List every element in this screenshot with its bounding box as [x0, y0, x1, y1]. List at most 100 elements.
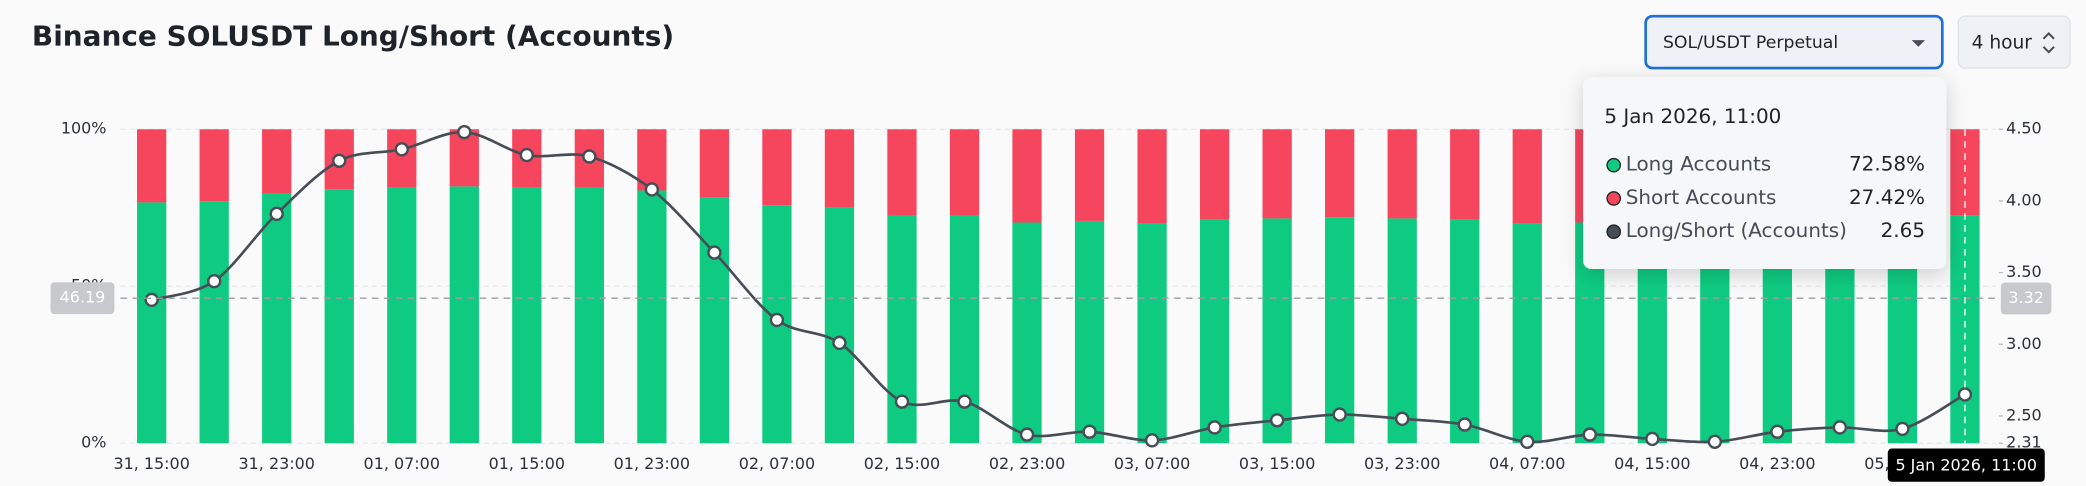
- x-tick-label: 02, 07:00: [739, 454, 815, 473]
- bar-segment: [512, 187, 542, 444]
- bar-segment: [1450, 219, 1480, 444]
- tooltip-name: Long/Short (Accounts): [1626, 218, 1847, 242]
- y2-tick-label: 2.31: [2006, 433, 2042, 452]
- ratio-point: [332, 153, 347, 168]
- ratio-point: [832, 335, 847, 351]
- ratio-point: [144, 292, 159, 308]
- ratio-point: [1645, 431, 1660, 447]
- bar-segment: [1012, 222, 1042, 444]
- bar-segment: [387, 187, 417, 444]
- ratio-point: [1269, 413, 1285, 428]
- bar-segment: [262, 129, 292, 193]
- bar-segment: [324, 189, 354, 444]
- x-tick-label: 01, 15:00: [489, 454, 565, 473]
- ratio-point: [1520, 434, 1535, 449]
- tooltip: 5 Jan 2026, 11:00 Long Accounts 72.58% Shor…: [1583, 77, 1947, 269]
- ratio-point: [707, 245, 722, 260]
- bar-segment: [137, 202, 167, 444]
- ratio-point: [394, 142, 409, 157]
- ratio-point: [1582, 427, 1597, 442]
- ratio-point: [894, 394, 910, 409]
- crosshair-x-label: 5 Jan 2026, 11:00: [1895, 455, 2037, 474]
- ratio-point: [957, 394, 972, 409]
- bar-segment: [199, 201, 229, 444]
- interval-select[interactable]: 4 hour: [1957, 15, 2071, 69]
- ratio-point: [1832, 420, 1848, 435]
- select-value[interactable]: SOL/USDT Perpetual: [1663, 33, 1838, 53]
- x-tick-label: 03, 15:00: [1239, 454, 1315, 473]
- bar-segment: [387, 129, 417, 188]
- tooltip-value: 2.65: [1881, 218, 1925, 242]
- crosshair-x-label-bg: [1887, 448, 2045, 482]
- crosshair-label-bg: [50, 282, 115, 315]
- x-tick-label: 03, 23:00: [1364, 454, 1440, 473]
- crosshair-label-bg: [2000, 282, 2052, 315]
- ratio-point: [1082, 424, 1097, 439]
- y-tick-label: 100%: [61, 119, 107, 138]
- select-value[interactable]: 4 hour: [1972, 32, 2033, 53]
- ratio-point: [207, 274, 222, 289]
- y2-tick-label: 3.00: [2006, 334, 2042, 353]
- bar-segment: [949, 129, 980, 216]
- ratio-point: [1457, 417, 1472, 432]
- bar-segment: [1262, 129, 1292, 219]
- ratio-point: [644, 182, 660, 197]
- tooltip-swatch: [1606, 224, 1622, 240]
- x-tick-label: 04, 07:00: [1489, 454, 1565, 473]
- select-box[interactable]: [1644, 14, 1944, 70]
- ratio-point: [457, 124, 472, 140]
- ratio-point: [519, 147, 535, 163]
- spinner: [2042, 32, 2055, 54]
- bar-segment: [699, 129, 730, 198]
- bar-segment: [824, 129, 855, 208]
- tooltip-box: [1583, 77, 1947, 269]
- bar-segment: [637, 190, 667, 444]
- bar-segment: [1074, 220, 1105, 444]
- bar-segment: [1325, 217, 1355, 444]
- bar-segment: [137, 129, 167, 203]
- ratio-point: [1395, 411, 1410, 427]
- x-tick-label: 31, 15:00: [113, 454, 189, 473]
- bar-segment: [1262, 218, 1292, 444]
- ratio-point: [1207, 420, 1222, 435]
- tooltip-name: Long Accounts: [1626, 152, 1771, 176]
- bar-segment: [762, 129, 792, 206]
- crosshair-label: 3.32: [2008, 288, 2044, 307]
- bar-segment: [1137, 223, 1167, 444]
- x-tick-label: 04, 23:00: [1739, 454, 1815, 473]
- ratio-point: [1019, 427, 1035, 442]
- x-tick-label: 31, 23:00: [239, 454, 315, 473]
- bar-segment: [574, 187, 604, 444]
- ratio-point: [582, 149, 597, 164]
- tooltip-swatch: [1606, 157, 1622, 173]
- bar-segment: [637, 129, 667, 191]
- bar-segment: [1387, 218, 1417, 444]
- bar-segment: [887, 215, 917, 444]
- tooltip-title: 5 Jan 2026, 11:00: [1604, 104, 1781, 128]
- x-tick-label: 01, 23:00: [614, 454, 690, 473]
- bar-segment: [887, 129, 917, 216]
- bar-segment: [1387, 129, 1417, 219]
- ratio-point: [769, 312, 785, 328]
- bar-segment: [1325, 129, 1355, 218]
- tooltip-value: 27.42%: [1849, 185, 1925, 209]
- x-tick-label: 04, 15:00: [1614, 454, 1690, 473]
- bar-segment: [1137, 129, 1167, 224]
- bar-segment: [262, 192, 292, 444]
- ratio-point: [1895, 421, 1910, 437]
- y2-tick-label: 4.50: [2006, 119, 2042, 138]
- bar-segment: [1012, 129, 1042, 223]
- y2-tick-label: 3.50: [2006, 262, 2042, 281]
- caret: [1911, 40, 1926, 47]
- select-box[interactable]: [1957, 15, 2071, 69]
- bar-segment: [199, 129, 229, 202]
- ratio-point: [269, 206, 284, 222]
- pair-select[interactable]: SOL/USDT Perpetual: [1644, 14, 1944, 70]
- ratio-point: [1144, 433, 1160, 448]
- crosshair-label: 46.19: [60, 288, 106, 307]
- bar-segment: [1512, 129, 1542, 224]
- bar-segment: [1199, 219, 1230, 444]
- x-tick-label: 02, 15:00: [864, 454, 940, 473]
- y2-tick-label: 2.50: [2006, 405, 2042, 424]
